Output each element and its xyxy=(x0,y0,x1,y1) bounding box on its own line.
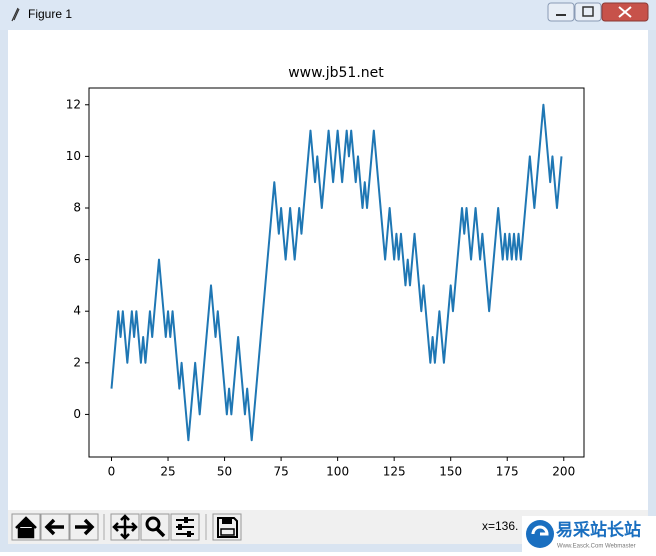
save-icon-label xyxy=(220,528,235,536)
x-tick-label: 75 xyxy=(273,465,288,479)
toolbar-buttons xyxy=(11,513,242,541)
minimize-button[interactable] xyxy=(547,2,575,22)
pan-icon xyxy=(112,514,138,540)
zoom-icon xyxy=(145,516,161,532)
configure-sliders xyxy=(178,517,191,537)
data-line xyxy=(110,103,563,442)
close-icon xyxy=(618,6,632,18)
window-title: Figure 1 xyxy=(28,7,72,21)
x-tick-label: 0 xyxy=(108,465,116,479)
x-tick-label: 100 xyxy=(326,465,349,479)
save-icon-shutter xyxy=(222,518,232,524)
plot: 0 25 50 75 100 125 150 175 200 0 2 4 6 8 10 12 xyxy=(66,87,585,479)
x-tick-label: 25 xyxy=(160,465,175,479)
x-tick-label: 200 xyxy=(552,465,575,479)
y-tick-label: 10 xyxy=(66,149,81,163)
watermark-title: 易采站长站 xyxy=(556,519,641,539)
y-tick-label: 2 xyxy=(73,355,81,369)
y-tick-label: 12 xyxy=(66,97,81,111)
home-icon xyxy=(15,516,37,539)
watermark-logo-mark xyxy=(531,525,549,536)
cursor-coordinates: x=136. xyxy=(482,519,518,533)
title-bar xyxy=(0,0,656,30)
x-tick-label: 125 xyxy=(383,465,406,479)
back-icon xyxy=(44,518,64,536)
y-tick-label: 8 xyxy=(73,200,81,214)
app-icon xyxy=(11,7,20,22)
forward-icon xyxy=(75,518,95,536)
axes-frame xyxy=(88,87,585,458)
x-tick-label: 50 xyxy=(217,465,232,479)
y-tick-label: 4 xyxy=(73,304,81,318)
maximize-button[interactable] xyxy=(574,2,602,22)
y-tick-label: 0 xyxy=(73,407,81,421)
chart-title: www.jb51.net xyxy=(288,65,384,81)
maximize-icon xyxy=(582,6,594,17)
watermark-subtitle: Www.Easck.Com Webmaster xyxy=(557,544,636,550)
x-tick-label: 175 xyxy=(496,465,519,479)
x-tick-label: 150 xyxy=(439,465,462,479)
zoom-handle xyxy=(155,527,166,538)
y-tick-label: 6 xyxy=(73,252,81,266)
